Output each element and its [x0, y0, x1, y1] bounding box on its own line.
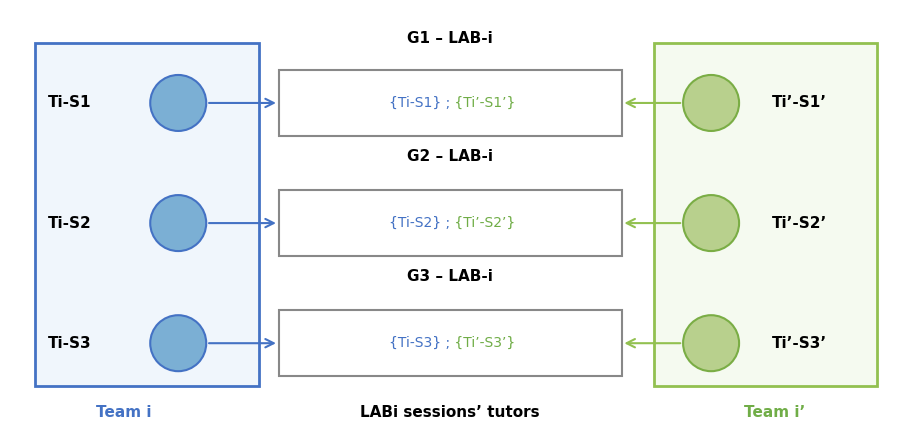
Text: Team i: Team i: [96, 405, 151, 420]
Ellipse shape: [683, 195, 739, 251]
Bar: [279, 310, 622, 377]
Ellipse shape: [150, 315, 207, 371]
Text: LABi sessions’ tutors: LABi sessions’ tutors: [360, 405, 539, 420]
Ellipse shape: [683, 315, 739, 371]
Ellipse shape: [150, 195, 207, 251]
Text: Ti’-S3’: Ti’-S3’: [772, 336, 827, 350]
Text: G1 – LAB-i: G1 – LAB-i: [407, 31, 493, 46]
Text: {Ti’-S1’}: {Ti’-S1’}: [450, 96, 515, 110]
Text: Team i’: Team i’: [744, 405, 806, 420]
Text: {Ti’-S3’}: {Ti’-S3’}: [450, 336, 515, 350]
Text: {Ti-S3} ;: {Ti-S3} ;: [389, 336, 450, 350]
Text: G3 – LAB-i: G3 – LAB-i: [407, 269, 493, 284]
Bar: [654, 43, 877, 386]
Text: G2 – LAB-i: G2 – LAB-i: [407, 149, 493, 164]
Text: Ti-S3: Ti-S3: [48, 336, 91, 350]
Text: Ti-S2: Ti-S2: [48, 216, 91, 230]
Text: Ti-S1: Ti-S1: [48, 96, 91, 110]
Text: Ti’-S2’: Ti’-S2’: [772, 216, 827, 230]
Text: {Ti-S1} ;: {Ti-S1} ;: [388, 96, 450, 110]
Text: {Ti-S2} ;: {Ti-S2} ;: [389, 216, 450, 230]
Bar: [279, 190, 622, 257]
Bar: [35, 43, 259, 386]
Bar: [279, 69, 622, 136]
Ellipse shape: [683, 75, 739, 131]
Ellipse shape: [150, 75, 207, 131]
Text: {Ti’-S2’}: {Ti’-S2’}: [450, 216, 515, 230]
Text: Ti’-S1’: Ti’-S1’: [772, 96, 827, 110]
